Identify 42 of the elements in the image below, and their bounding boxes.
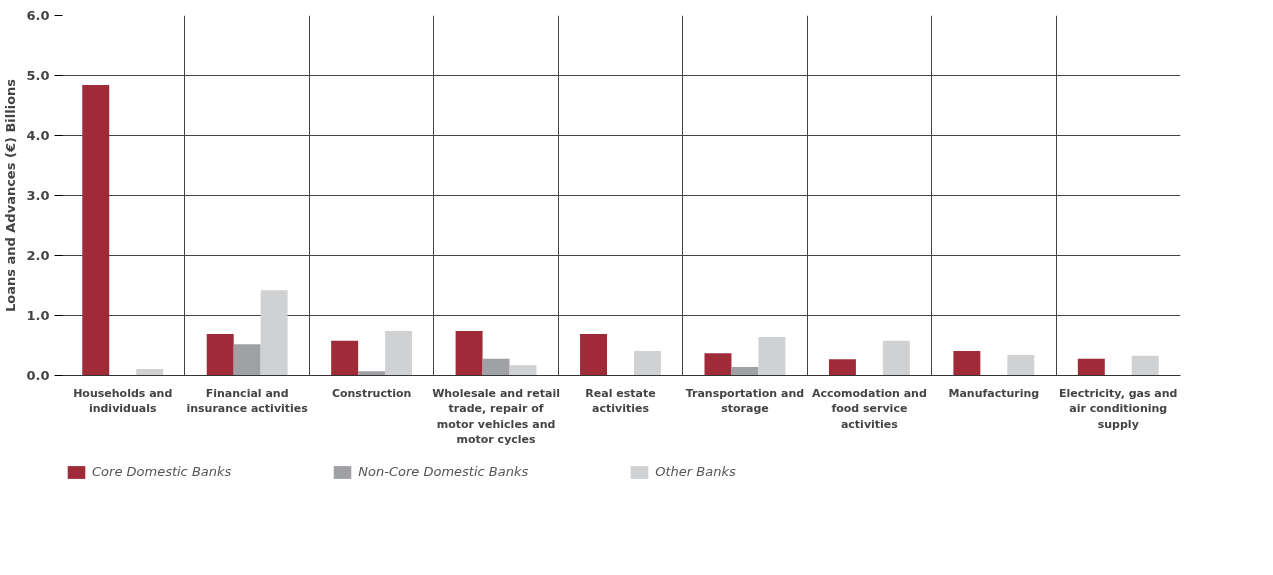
bar [1131,355,1159,376]
x-tick-label: Households and individuals [73,386,173,416]
y-tick-label: 0.0 [26,368,50,383]
bar [206,334,234,376]
y-tick-label: 1.0 [26,308,50,323]
x-tick-label: Accomodation and food service activities [811,386,927,431]
bar [1007,355,1035,376]
bar [731,367,759,376]
bar [455,331,483,376]
x-tick-label: Electricity, gas and air conditioning supply [1059,386,1178,431]
bar [482,358,510,376]
bar [509,365,537,376]
y-tick-label: 2.0 [26,248,50,263]
bar [633,350,661,376]
y-tick-label: 4.0 [26,128,50,143]
x-tick-label: Wholesale and retail trade, repair of motor vehicles and motor cycles [432,386,560,447]
bar [828,359,856,376]
x-tick-label: Real estate activities [585,386,656,416]
bar [82,85,110,376]
bar [385,331,413,376]
bar [260,290,288,376]
bar [882,340,910,376]
y-tick-label: 5.0 [26,68,50,83]
bar [331,340,359,376]
y-axis-title: Loans and Advances (€) Billions [3,78,19,313]
x-tick-label: Construction [331,386,412,400]
x-tick-label: Manufacturing [948,386,1040,400]
legend-label: Core Domestic Banks [92,464,232,479]
bar [953,350,981,376]
bar [358,371,386,376]
bar [233,344,261,376]
legend-label: Non-Core Domestic Banks [358,464,529,479]
bar [704,353,732,376]
x-tick-label: Transportation and storage [685,386,805,416]
bar [758,337,786,376]
legend-label: Other Banks [655,464,736,479]
y-tick-label: 3.0 [26,188,50,203]
bar [580,334,608,376]
y-tick-label: 6.0 [26,8,50,23]
bar [1077,358,1105,376]
x-tick-label: Financial and insurance activities [186,386,309,416]
bar [136,368,164,376]
